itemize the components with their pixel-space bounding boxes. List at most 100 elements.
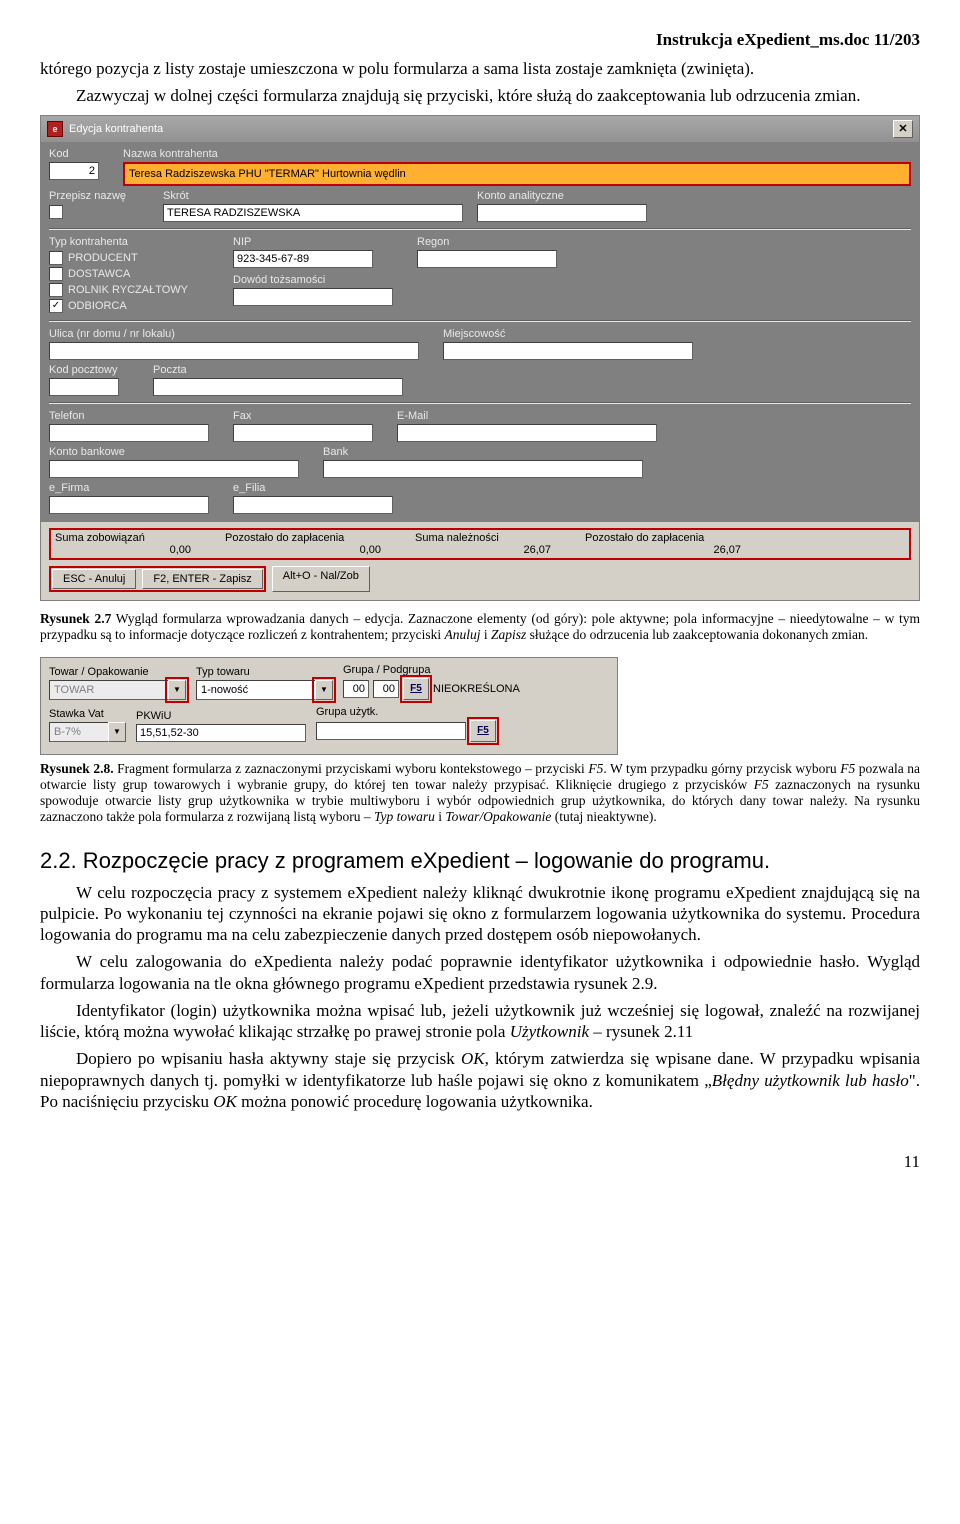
efirma-label: e_Firma: [49, 482, 219, 494]
skrot-input[interactable]: TERESA RADZISZEWSKA: [163, 204, 463, 222]
typ-producent-label: PRODUCENT: [68, 252, 138, 264]
grupau-f5-button[interactable]: F5: [470, 720, 496, 742]
c28-t2: . W tym przypadku górny przycisk wyboru: [603, 761, 840, 776]
kod-input[interactable]: 2: [49, 162, 99, 180]
caption-2-8-bold: Rysunek 2.8.: [40, 761, 114, 776]
suma-zob-label: Suma zobowiązań: [55, 532, 195, 544]
typtowaru-label: Typ towaru: [196, 666, 333, 678]
anuluj-button[interactable]: ESC - Anuluj: [52, 569, 136, 589]
body-p3a: Identyfikator (login) użytkownika można …: [40, 1001, 920, 1041]
app-icon: e: [47, 121, 63, 137]
telefon-label: Telefon: [49, 410, 219, 422]
kod-label: Kod: [49, 148, 109, 160]
c28-i5: Towar/Opakowanie: [445, 809, 551, 824]
pkwiu-input[interactable]: 15,51,52-30: [136, 724, 306, 742]
fax-input[interactable]: [233, 424, 373, 442]
regon-input[interactable]: [417, 250, 557, 268]
ulica-label: Ulica (nr domu / nr lokalu): [49, 328, 429, 340]
poz-zap1-value: 0,00: [225, 544, 385, 556]
suma-nal-value: 26,07: [415, 544, 555, 556]
stawka-dropdown-icon[interactable]: ▼: [108, 722, 126, 742]
c28-i3: F5: [754, 777, 769, 792]
caption-2-7-i2: Zapisz: [491, 627, 526, 642]
typ-dostawca-label: DOSTAWCA: [68, 268, 130, 280]
body-p4a: Dopiero po wpisaniu hasła aktywny staje …: [76, 1049, 461, 1068]
body-p3b: – rysunek 2.11: [589, 1022, 693, 1041]
dowod-input[interactable]: [233, 288, 393, 306]
c28-i4: Typ towaru: [374, 809, 435, 824]
efilia-input[interactable]: [233, 496, 393, 514]
kodp-label: Kod pocztowy: [49, 364, 139, 376]
grupa-name: NIEOKREŚLONA: [433, 683, 520, 695]
intro-paragraph-2: Zazwyczaj w dolnej części formularza zna…: [40, 85, 920, 106]
grupa-v1-input[interactable]: 00: [343, 680, 369, 698]
c28-i2: F5: [840, 761, 855, 776]
email-label: E-Mail: [397, 410, 911, 422]
grupau-label: Grupa użytk.: [316, 706, 609, 718]
pkwiu-label: PKWiU: [136, 710, 306, 722]
dowod-label: Dowód tożsamości: [233, 274, 403, 286]
page-number: 11: [40, 1152, 920, 1172]
przepisz-checkbox[interactable]: [49, 205, 63, 219]
bank-input[interactable]: [323, 460, 643, 478]
poczta-input[interactable]: [153, 378, 403, 396]
nalzob-button[interactable]: Alt+O - Nal/Zob: [272, 566, 370, 592]
grupau-input[interactable]: [316, 722, 466, 740]
page-header: Instrukcja eXpedient_ms.doc 11/203: [40, 30, 920, 50]
caption-2-7-rest: służące do odrzucenia lub zaakceptowania…: [526, 627, 868, 642]
poz-zap1-label: Pozostało do zapłacenia: [225, 532, 385, 544]
body-p1-text: W celu rozpoczęcia pracy z systemem eXpe…: [40, 883, 920, 945]
nazwa-input[interactable]: Teresa Radziszewska PHU "TERMAR" Hurtown…: [123, 162, 911, 186]
miejscowosc-label: Miejscowość: [443, 328, 911, 340]
c28-t1: Fragment formularza z zaznaczonymi przyc…: [114, 761, 589, 776]
caption-2-7-mid: i: [480, 627, 491, 642]
grupa-f5-button[interactable]: F5: [403, 678, 429, 700]
stawka-label: Stawka Vat: [49, 708, 126, 720]
body-p2-text: W celu zalogowania do eXpedienta należy …: [40, 952, 920, 992]
fax-label: Fax: [233, 410, 383, 422]
caption-2-7: Rysunek 2.7 Wygląd formularza wprowadzan…: [40, 611, 920, 643]
grupa-v2-input[interactable]: 00: [373, 680, 399, 698]
suma-zob-value: 0,00: [55, 544, 195, 556]
body-p3i: Użytkownik: [510, 1022, 589, 1041]
body-p4: Dopiero po wpisaniu hasła aktywny staje …: [40, 1048, 920, 1112]
ulica-input[interactable]: [49, 342, 419, 360]
typ-odbiorca-checkbox[interactable]: ✓: [49, 299, 63, 313]
nazwa-label: Nazwa kontrahenta: [123, 148, 911, 160]
konto-anal-input[interactable]: [477, 204, 647, 222]
body-p4i2: Błędny użytkownik lub hasło: [712, 1071, 909, 1090]
poczta-label: Poczta: [153, 364, 911, 376]
caption-2-7-bold: Rysunek 2.7: [40, 611, 111, 626]
body-p4d: można ponowić procedurę logowania użytko…: [237, 1092, 593, 1111]
efirma-input[interactable]: [49, 496, 209, 514]
intro-paragraph-2-text: Zazwyczaj w dolnej części formularza zna…: [76, 86, 860, 105]
caption-2-8: Rysunek 2.8. Fragment formularza z zazna…: [40, 761, 920, 826]
telefon-input[interactable]: [49, 424, 209, 442]
body-p4i3: OK: [213, 1092, 237, 1111]
poz-zap2-label: Pozostało do zapłacenia: [585, 532, 745, 544]
body-p2: W celu zalogowania do eXpedienta należy …: [40, 951, 920, 994]
nip-input[interactable]: 923-345-67-89: [233, 250, 373, 268]
body-p1: W celu rozpoczęcia pracy z systemem eXpe…: [40, 882, 920, 946]
typtowaru-dropdown-icon[interactable]: ▼: [315, 680, 333, 700]
typtowaru-input[interactable]: 1-nowość: [196, 680, 315, 700]
bank-label: Bank: [323, 446, 911, 458]
towar-dropdown-icon[interactable]: ▼: [168, 680, 186, 700]
kodp-input[interactable]: [49, 378, 119, 396]
typ-dostawca-checkbox[interactable]: [49, 267, 63, 281]
grupa-label: Grupa / Podgrupa: [343, 664, 609, 676]
zapisz-button[interactable]: F2, ENTER - Zapisz: [142, 569, 262, 589]
caption-2-7-i1: Anuluj: [444, 627, 480, 642]
typ-rolnik-checkbox[interactable]: [49, 283, 63, 297]
close-icon[interactable]: ✕: [893, 120, 913, 138]
email-input[interactable]: [397, 424, 657, 442]
typ-odbiorca-label: ODBIORCA: [68, 300, 127, 312]
summary-info-box: Suma zobowiązań 0,00 Pozostało do zapłac…: [49, 528, 911, 560]
miejscowosc-input[interactable]: [443, 342, 693, 360]
efilia-label: e_Filia: [233, 482, 403, 494]
typ-producent-checkbox[interactable]: [49, 251, 63, 265]
c28-t5: i: [435, 809, 446, 824]
kontob-input[interactable]: [49, 460, 299, 478]
poz-zap2-value: 26,07: [585, 544, 745, 556]
regon-label: Regon: [417, 236, 587, 248]
